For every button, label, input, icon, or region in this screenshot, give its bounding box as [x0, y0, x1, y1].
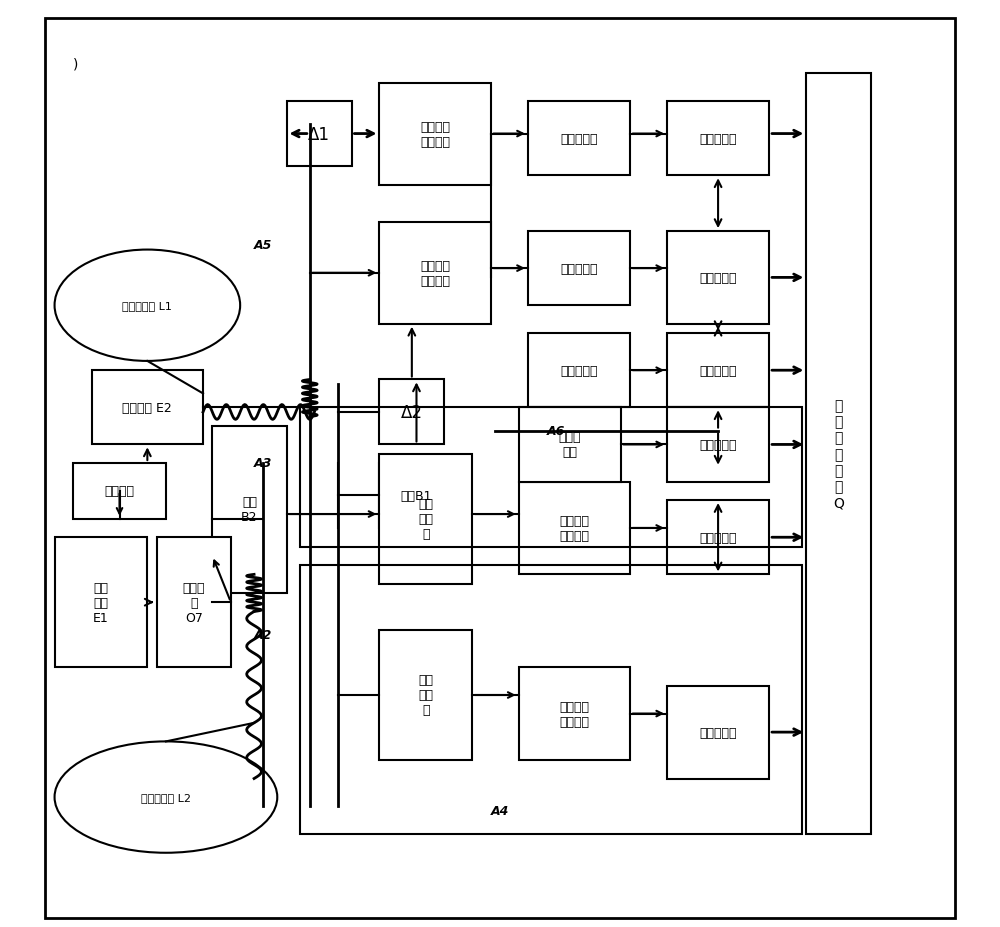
Text: ): ) — [73, 57, 78, 72]
Text: 输入信号: 输入信号 — [105, 485, 135, 498]
Text: 第二触发器: 第二触发器 — [699, 272, 737, 285]
Text: A4: A4 — [491, 805, 509, 818]
FancyBboxPatch shape — [45, 19, 955, 918]
FancyBboxPatch shape — [92, 371, 203, 445]
Text: 第六触发器: 第六触发器 — [699, 726, 737, 739]
FancyBboxPatch shape — [667, 102, 769, 176]
Text: 信号延迟线 L2: 信号延迟线 L2 — [141, 793, 191, 802]
Text: 被测电路 E2: 被测电路 E2 — [122, 401, 172, 414]
FancyBboxPatch shape — [379, 630, 472, 760]
FancyBboxPatch shape — [667, 686, 769, 779]
FancyBboxPatch shape — [667, 501, 769, 575]
Text: 第二比较器: 第二比较器 — [560, 262, 598, 275]
FancyBboxPatch shape — [379, 454, 472, 584]
Text: 第三触发器: 第三触发器 — [699, 364, 737, 377]
Text: 电压跟
随
O7: 电压跟 随 O7 — [183, 581, 205, 624]
FancyBboxPatch shape — [528, 232, 630, 306]
FancyBboxPatch shape — [157, 538, 231, 667]
Text: 第三采样
保持电路: 第三采样 保持电路 — [559, 514, 589, 542]
FancyBboxPatch shape — [528, 102, 630, 176]
Text: A3: A3 — [254, 457, 273, 470]
Text: 第二采样
保持电路: 第二采样 保持电路 — [420, 260, 450, 287]
FancyBboxPatch shape — [73, 464, 166, 519]
Ellipse shape — [55, 250, 240, 362]
Text: 第一比较器: 第一比较器 — [560, 133, 598, 146]
FancyBboxPatch shape — [667, 334, 769, 408]
FancyBboxPatch shape — [519, 667, 630, 760]
Text: 第四采样
保持电路: 第四采样 保持电路 — [559, 700, 589, 728]
FancyBboxPatch shape — [55, 538, 147, 667]
FancyBboxPatch shape — [667, 408, 769, 482]
Text: 标准
电路
E1: 标准 电路 E1 — [93, 581, 109, 624]
FancyBboxPatch shape — [667, 232, 769, 324]
Ellipse shape — [55, 742, 277, 853]
Text: Δ1: Δ1 — [308, 125, 330, 144]
Text: 第一触发器: 第一触发器 — [699, 133, 737, 146]
Text: 第五
比较
器: 第五 比较 器 — [418, 498, 433, 540]
Text: 第六
比较
器: 第六 比较 器 — [418, 674, 433, 717]
Text: 第四触发器: 第四触发器 — [699, 438, 737, 451]
FancyBboxPatch shape — [519, 408, 621, 482]
Text: 或门
B2: 或门 B2 — [241, 496, 258, 524]
Text: 非门B1: 非门B1 — [401, 489, 432, 502]
FancyBboxPatch shape — [379, 83, 491, 185]
Text: 数
据
处
理
电
路
Q: 数 据 处 理 电 路 Q — [833, 399, 844, 510]
Text: Δ2: Δ2 — [401, 403, 423, 422]
FancyBboxPatch shape — [528, 334, 630, 408]
Text: 信号延迟线 L1: 信号延迟线 L1 — [122, 301, 172, 311]
FancyBboxPatch shape — [379, 464, 454, 528]
Text: A6: A6 — [546, 425, 565, 438]
Text: 第五触发器: 第五触发器 — [699, 531, 737, 544]
Text: 第一采样
保持电路: 第一采样 保持电路 — [420, 121, 450, 148]
FancyBboxPatch shape — [379, 380, 444, 445]
FancyBboxPatch shape — [519, 482, 630, 575]
Text: A5: A5 — [254, 239, 273, 252]
FancyBboxPatch shape — [287, 102, 352, 167]
Text: 第三比较器: 第三比较器 — [560, 364, 598, 377]
Text: 第四比
较器: 第四比 较器 — [558, 431, 581, 459]
FancyBboxPatch shape — [806, 74, 871, 834]
FancyBboxPatch shape — [379, 222, 491, 324]
Text: A2: A2 — [254, 629, 273, 641]
FancyBboxPatch shape — [212, 426, 287, 593]
